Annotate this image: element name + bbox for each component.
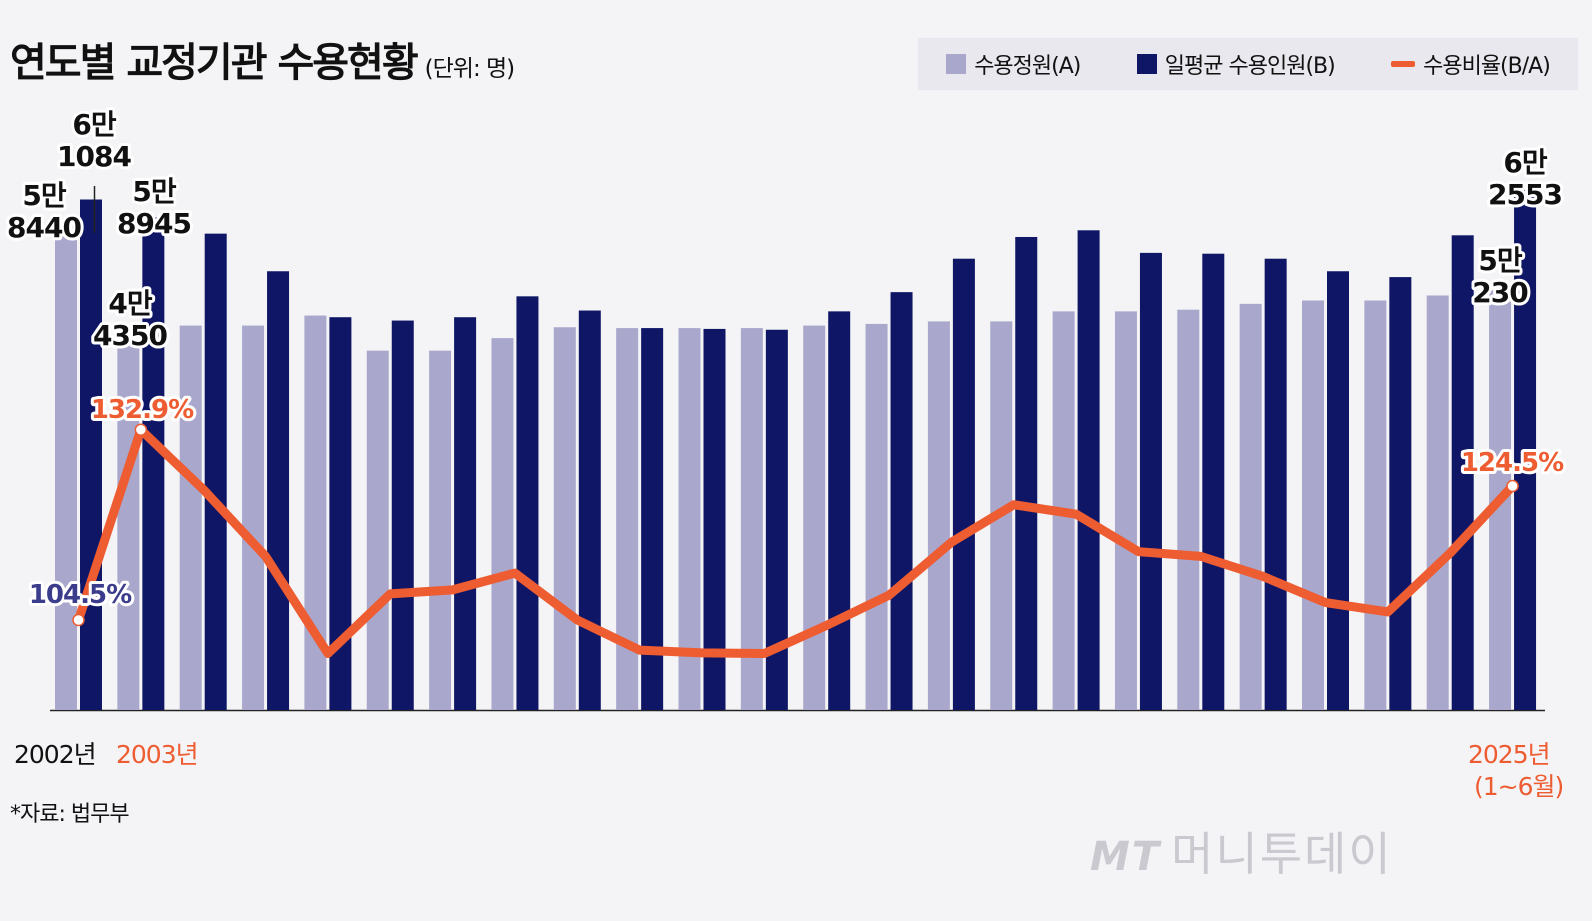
bar-population (267, 271, 290, 710)
legend: 수용정원(A) 일평균 수용인원(B) 수용비율(B/A) (918, 38, 1578, 90)
data-label-ratio-second: 132.9% (91, 395, 194, 425)
bar-population (1451, 235, 1474, 711)
bar-population (765, 329, 788, 710)
bar-population (828, 311, 851, 710)
watermark-logo: MT 머니투데이 (1090, 818, 1393, 884)
legend-label-capacity: 수용정원(A) (974, 54, 1081, 79)
legend-swatch-population (1136, 54, 1157, 74)
source-note: *자료: 법무부 (10, 802, 130, 827)
bar-population (1389, 277, 1412, 710)
bar-population (1139, 252, 1162, 710)
ratio-point (72, 613, 85, 627)
bar-population (1264, 258, 1287, 710)
bar-population (1015, 236, 1038, 710)
legend-swatch-capacity (946, 54, 967, 74)
title-text: 연도별 교정기관 수용현황 (10, 40, 419, 86)
bar-capacity (1114, 311, 1137, 710)
bar-capacity (179, 325, 202, 710)
legend-item-capacity: 수용정원(A) (946, 48, 1081, 80)
bar-capacity (1239, 303, 1262, 710)
bar-capacity (491, 338, 514, 710)
bar-population (890, 292, 913, 710)
data-label-capacity-last: 5만 230 (1472, 244, 1528, 309)
x-label-second: 2003년 (116, 740, 199, 769)
bar-capacity (803, 325, 826, 710)
bar-population (952, 258, 975, 710)
bar-population (142, 217, 165, 710)
bar-capacity (242, 325, 265, 710)
ratio-point (1506, 479, 1519, 493)
ratio-point (134, 423, 148, 436)
x-label-last: 2025년 (1468, 740, 1551, 769)
bar-capacity (927, 321, 950, 710)
bar-population (1514, 187, 1537, 710)
bar-capacity (616, 328, 639, 710)
bar-capacity (304, 315, 327, 710)
bar-population (204, 233, 227, 710)
bar-capacity (865, 323, 888, 710)
data-label-ratio-first: 104.5% (29, 580, 132, 610)
bar-population (391, 320, 414, 710)
data-label-capacity-first: 5만 8440 (7, 179, 81, 244)
bar-population (1327, 271, 1349, 710)
data-label-population-first: 6만 1084 (57, 108, 131, 173)
bar-capacity (55, 221, 77, 710)
watermark-mt: MT (1090, 834, 1162, 880)
bar-population (578, 310, 601, 710)
bar-capacity (553, 327, 576, 710)
bar-population (703, 328, 726, 710)
bar-capacity (117, 339, 140, 710)
x-label-last-sub: (1~6월) (1474, 772, 1564, 801)
legend-label-population: 일평균 수용인원(B) (1164, 54, 1336, 79)
bar-capacity (740, 328, 763, 710)
bar-capacity (1302, 300, 1324, 710)
legend-item-population: 일평균 수용인원(B) (1136, 48, 1336, 80)
data-label-population-last: 6만 2553 (1488, 146, 1562, 211)
legend-swatch-ratio (1391, 61, 1416, 67)
bar-capacity (1177, 309, 1200, 710)
bar-population (454, 317, 477, 710)
legend-item-ratio: 수용비율(B/A) (1391, 48, 1551, 80)
ratio-line (74, 425, 1518, 658)
bar-capacity (1426, 295, 1449, 710)
bar-capacity (1364, 300, 1387, 710)
data-label-population-second: 5만 8945 (117, 175, 191, 240)
bar-population (1202, 253, 1225, 710)
bar-capacity (678, 328, 701, 710)
data-label-ratio-last: 124.5% (1461, 448, 1564, 478)
watermark-text: 머니투데이 (1171, 827, 1393, 881)
bar-population (641, 328, 664, 710)
bar-population (516, 296, 539, 710)
bar-capacity (366, 350, 389, 710)
bar-population (80, 199, 102, 711)
legend-label-ratio: 수용비율(B/A) (1423, 54, 1551, 79)
data-label-capacity-second: 4만 4350 (93, 287, 167, 352)
chart-title: 연도별 교정기관 수용현황 (단위: 명) (10, 30, 515, 88)
x-label-first: 2002년 (14, 740, 97, 769)
bar-capacity (429, 350, 452, 710)
unit-label: (단위: 명) (424, 56, 515, 82)
bar-population (1077, 230, 1100, 711)
bar-population (329, 317, 352, 710)
